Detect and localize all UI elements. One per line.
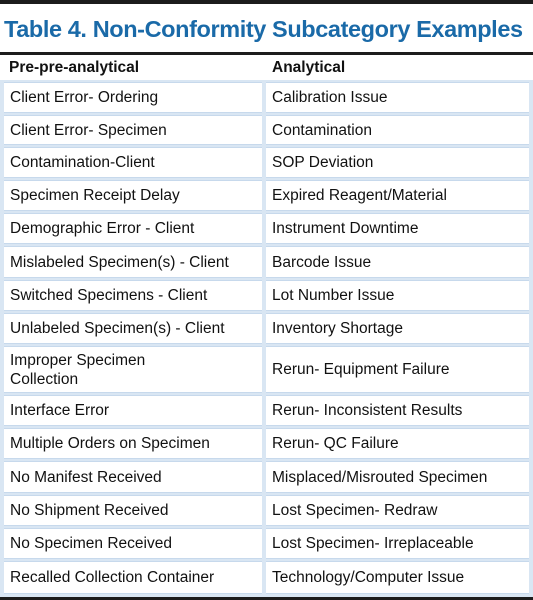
table-row: Demographic Error - Client Instrument Dow… xyxy=(0,213,533,244)
cell-pre-pre-analytical: Client Error- Specimen xyxy=(4,115,262,145)
table-row: Specimen Receipt Delay Expired Reagent/Ma… xyxy=(0,180,533,211)
column-header-analytical: Analytical xyxy=(272,59,346,76)
column-header-pre-pre-analytical: Pre-pre-analytical xyxy=(9,59,140,76)
cell-analytical: Misplaced/Misrouted Specimen xyxy=(266,461,529,493)
table-row: Contamination-Client SOP Deviation xyxy=(0,147,533,178)
table-body: Client Error- Ordering Calibration Issue C… xyxy=(0,80,533,597)
table-row: Unlabeled Specimen(s) - Client Inventory … xyxy=(0,313,533,344)
cell-pre-pre-analytical: Interface Error xyxy=(4,395,262,426)
cell-analytical: Rerun- Inconsistent Results xyxy=(266,395,529,426)
cell-analytical: Lot Number Issue xyxy=(266,280,529,311)
cell-pre-pre-analytical: Improper Specimen Collection xyxy=(4,346,262,393)
cell-analytical: Expired Reagent/Material xyxy=(266,180,529,211)
table-row: Improper Specimen Collection Rerun- Equip… xyxy=(0,346,533,393)
table-row: Switched Specimens - Client Lot Number Is… xyxy=(0,280,533,311)
cell-pre-pre-analytical: Multiple Orders on Specimen xyxy=(4,428,262,459)
cell-pre-pre-analytical: Recalled Collection Container xyxy=(4,561,262,594)
table-row: Client Error- Ordering Calibration Issue xyxy=(0,82,533,113)
cell-analytical: Calibration Issue xyxy=(266,82,529,113)
top-rule xyxy=(0,0,533,4)
table-row: Mislabeled Specimen(s) - Client Barcode I… xyxy=(0,246,533,278)
cell-pre-pre-analytical: Unlabeled Specimen(s) - Client xyxy=(4,313,262,344)
table-row: No Specimen Received Lost Specimen- Irrep… xyxy=(0,528,533,559)
table-row: Client Error- Specimen Contamination xyxy=(0,115,533,145)
bottom-rule xyxy=(0,597,533,600)
cell-analytical: Rerun- QC Failure xyxy=(266,428,529,459)
cell-pre-pre-analytical: No Shipment Received xyxy=(4,495,262,526)
cell-pre-pre-analytical: Switched Specimens - Client xyxy=(4,280,262,311)
table-row: Recalled Collection Container Technology/… xyxy=(0,561,533,594)
cell-analytical: Lost Specimen- Redraw xyxy=(266,495,529,526)
table-row: Interface Error Rerun- Inconsistent Resul… xyxy=(0,395,533,426)
cell-analytical: Technology/Computer Issue xyxy=(266,561,529,594)
cell-pre-pre-analytical: Mislabeled Specimen(s) - Client xyxy=(4,246,262,278)
cell-analytical: Rerun- Equipment Failure xyxy=(266,346,529,393)
cell-analytical: SOP Deviation xyxy=(266,147,529,178)
cell-pre-pre-analytical: No Specimen Received xyxy=(4,528,262,559)
table-row: No Manifest Received Misplaced/Misrouted … xyxy=(0,461,533,493)
table-header-row: Pre-pre-analytical Analytical xyxy=(0,56,533,80)
table-row: Multiple Orders on Specimen Rerun- QC Fai… xyxy=(0,428,533,459)
cell-pre-pre-analytical: No Manifest Received xyxy=(4,461,262,493)
title-rule xyxy=(0,52,533,55)
cell-analytical: Contamination xyxy=(266,115,529,145)
table-title: Table 4. Non-Conformity Subcategory Exam… xyxy=(4,16,523,42)
cell-pre-pre-analytical: Specimen Receipt Delay xyxy=(4,180,262,211)
table-row: No Shipment Received Lost Specimen- Redra… xyxy=(0,495,533,526)
cell-pre-pre-analytical: Demographic Error - Client xyxy=(4,213,262,244)
cell-pre-pre-analytical: Contamination-Client xyxy=(4,147,262,178)
cell-analytical: Inventory Shortage xyxy=(266,313,529,344)
cell-pre-pre-analytical: Client Error- Ordering xyxy=(4,82,262,113)
cell-analytical: Lost Specimen- Irreplaceable xyxy=(266,528,529,559)
cell-analytical: Instrument Downtime xyxy=(266,213,529,244)
cell-analytical: Barcode Issue xyxy=(266,246,529,278)
